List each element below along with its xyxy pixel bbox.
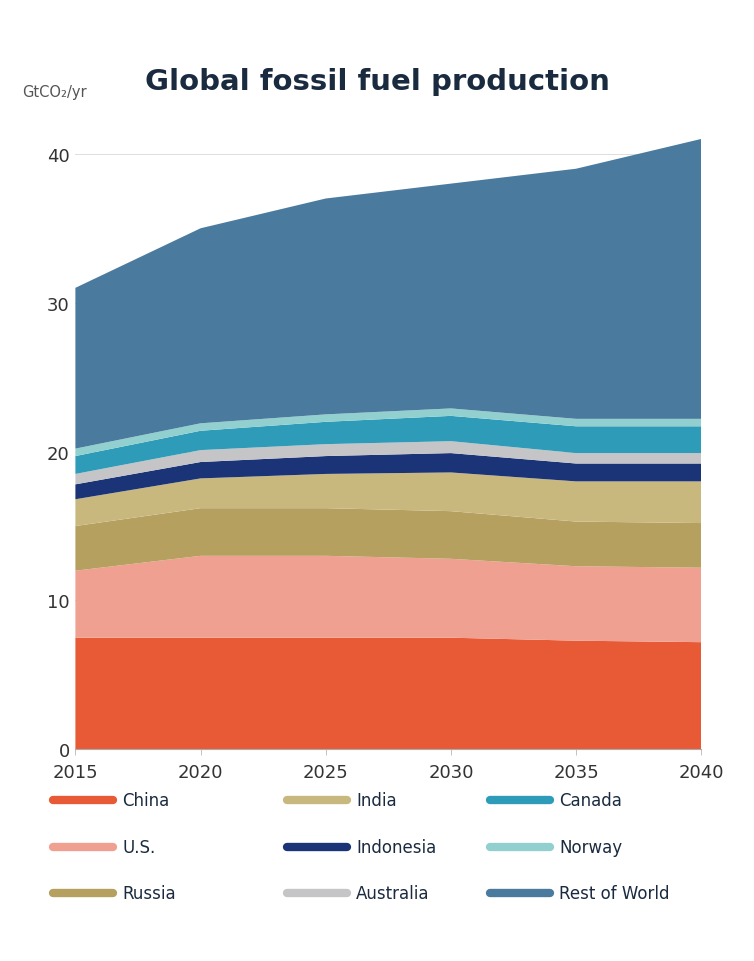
Text: India: India <box>356 792 397 809</box>
Text: Rest of World: Rest of World <box>559 884 670 901</box>
Text: U.S.: U.S. <box>122 838 155 855</box>
Text: GtCO₂/yr: GtCO₂/yr <box>22 85 87 100</box>
Text: Russia: Russia <box>122 884 176 901</box>
Text: China: China <box>122 792 170 809</box>
Text: Canada: Canada <box>559 792 622 809</box>
Text: Global fossil fuel production: Global fossil fuel production <box>145 67 609 96</box>
Text: Australia: Australia <box>356 884 429 901</box>
Text: Norway: Norway <box>559 838 623 855</box>
Text: Indonesia: Indonesia <box>356 838 436 855</box>
